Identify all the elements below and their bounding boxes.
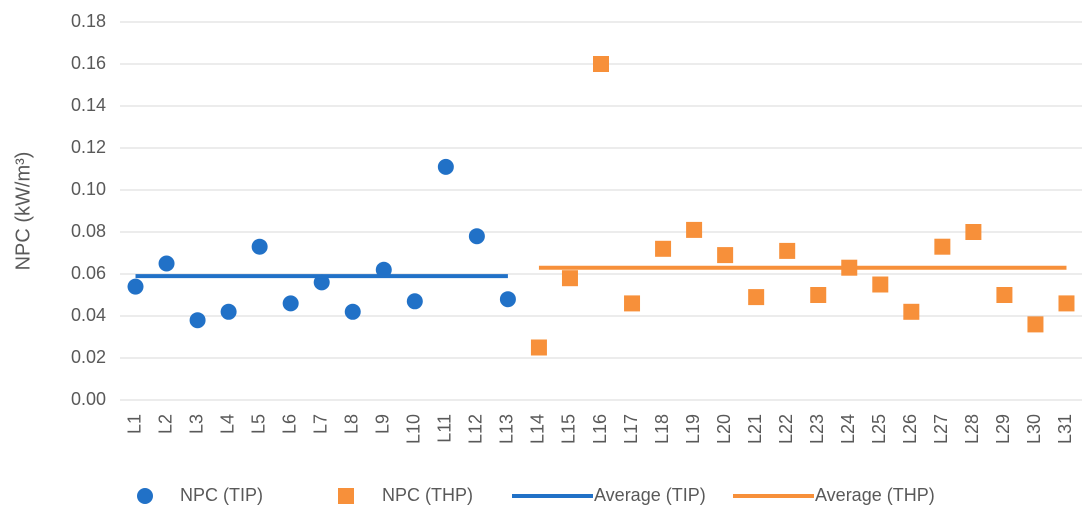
x-tick-label: L6	[279, 414, 299, 434]
legend-label: Average (THP)	[815, 485, 935, 505]
point	[965, 224, 982, 240]
legend-label: NPC (THP)	[382, 485, 473, 505]
y-tick-label: 0.12	[71, 137, 106, 157]
point	[934, 238, 951, 255]
point	[686, 221, 703, 238]
x-tick-label: L5	[248, 414, 268, 434]
y-tick-label: 0.02	[71, 347, 106, 367]
y-tick-label: 0.14	[71, 95, 106, 115]
y-axis-label: NPC (kW/m³)	[12, 152, 34, 271]
x-tick-label: L10	[404, 414, 424, 444]
y-tick-label: 0.04	[71, 305, 106, 325]
point	[624, 295, 641, 312]
x-tick-label: L21	[745, 414, 765, 444]
point	[1058, 295, 1075, 312]
point	[903, 303, 920, 320]
point	[1027, 316, 1044, 333]
x-tick-label: L29	[993, 414, 1013, 444]
x-tick-label: L24	[838, 414, 858, 444]
point	[375, 261, 392, 278]
point	[748, 289, 765, 306]
x-tick-label: L7	[310, 414, 330, 434]
x-tick-label: L20	[714, 414, 734, 444]
point	[189, 312, 206, 329]
y-tick-label: 0.00	[71, 389, 106, 409]
x-tick-label: L18	[652, 414, 672, 444]
x-tick-label: L16	[590, 414, 610, 444]
point	[406, 293, 423, 310]
x-tick-label: L3	[186, 414, 206, 434]
point	[872, 276, 889, 293]
point	[655, 240, 672, 257]
point	[593, 56, 609, 72]
point	[437, 158, 454, 175]
point	[282, 295, 299, 312]
x-tick-label: L8	[341, 414, 361, 434]
point	[158, 255, 175, 272]
x-tick-label: L30	[1024, 414, 1044, 444]
x-tick-label: L14	[528, 414, 548, 444]
x-tick-label: L9	[373, 414, 393, 434]
legend-marker	[338, 488, 354, 504]
point	[344, 303, 361, 320]
point	[561, 270, 578, 287]
point	[313, 274, 330, 291]
x-tick-label: L25	[869, 414, 889, 444]
point	[779, 242, 796, 259]
y-tick-label: 0.08	[71, 221, 106, 241]
x-tick-label: L1	[124, 414, 144, 434]
point	[996, 287, 1013, 303]
x-tick-label: L23	[807, 414, 827, 444]
x-tick-label: L11	[435, 414, 455, 443]
x-tick-label: L13	[497, 414, 517, 444]
point	[220, 303, 237, 320]
point	[810, 287, 827, 303]
x-tick-label: L31	[1055, 414, 1075, 444]
x-tick-label: L4	[217, 414, 237, 434]
x-tick-label: L2	[155, 414, 175, 434]
point	[251, 238, 268, 255]
y-tick-label: 0.16	[71, 53, 106, 73]
x-tick-label: L27	[931, 414, 951, 444]
legend-label: Average (TIP)	[594, 485, 706, 505]
legend-marker	[137, 488, 153, 504]
y-tick-label: 0.10	[71, 179, 106, 199]
y-tick-label: 0.18	[71, 11, 106, 31]
point	[530, 339, 547, 356]
x-tick-label: L26	[900, 414, 920, 444]
x-tick-label: L17	[621, 414, 641, 444]
point	[499, 291, 516, 308]
point	[717, 247, 734, 264]
point	[468, 228, 485, 245]
x-tick-label: L22	[776, 414, 796, 444]
x-tick-label: L28	[962, 414, 982, 444]
x-tick-label: L19	[683, 414, 703, 444]
legend-label: NPC (TIP)	[180, 485, 263, 505]
x-tick-label: L15	[559, 414, 579, 444]
x-tick-label: L12	[466, 414, 486, 444]
point	[127, 278, 144, 295]
y-tick-label: 0.06	[71, 263, 106, 283]
